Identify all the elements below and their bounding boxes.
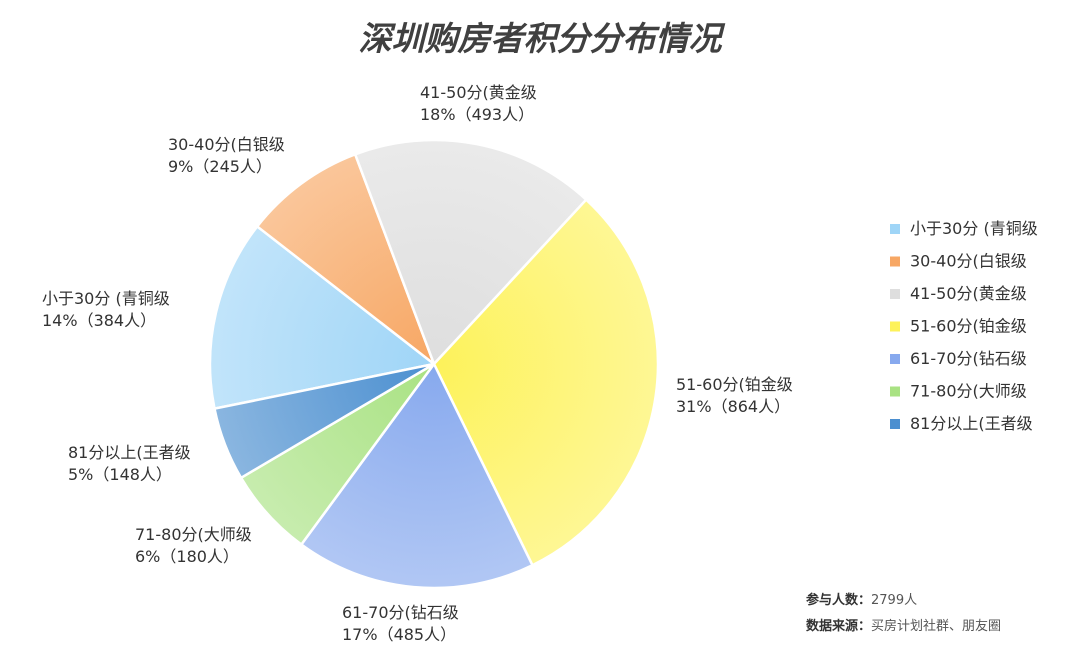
slice-label-value-3: 18%（493人）: [420, 105, 534, 124]
slice-label-name-1: 小于30分 (青铜级: [42, 289, 170, 308]
participants-value: 2799人: [871, 593, 918, 608]
legend: 小于30分 (青铜级 30-40分(白银级 41-50分(黄金级 51-60分(铂金级…: [890, 219, 1038, 433]
pie-slice-4: [432, 197, 660, 567]
participants-label: 参与人数：: [806, 593, 872, 608]
legend-swatch-1: [890, 224, 900, 234]
pie-slice-2: [255, 152, 437, 368]
footer: 参与人数：2799人 数据来源：买房计划社群、朋友圈: [806, 588, 1001, 640]
pie-slice-5: [299, 361, 535, 590]
slice-label-value-2: 9%（245人）: [168, 157, 272, 176]
participants-line: 参与人数：2799人: [806, 588, 1001, 614]
slice-label-name-4: 51-60分(铂金级: [676, 375, 793, 394]
pie-slices: [208, 138, 660, 590]
source-label: 数据来源：: [806, 619, 872, 634]
legend-entry-7: 81分以上(王者级: [910, 414, 1033, 433]
legend-entry-6: 71-80分(大师级: [910, 382, 1027, 401]
chart-title: 深圳购房者积分分布情况: [359, 19, 726, 58]
pie-slice-3: [353, 138, 588, 367]
legend-entry-2: 30-40分(白银级: [910, 252, 1027, 271]
legend-entry-3: 41-50分(黄金级: [910, 284, 1027, 303]
legend-entry-5: 61-70分(钻石级: [910, 349, 1027, 368]
legend-swatch-2: [890, 256, 900, 267]
slice-label-value-1: 14%（384人）: [42, 311, 156, 330]
slice-labels: 小于30分 (青铜级 14%（384人） 30-40分(白银级 9%（245人） 41-…: [42, 83, 793, 644]
source-value: 买房计划社群、朋友圈: [871, 619, 1002, 634]
slice-label-name-3: 41-50分(黄金级: [420, 83, 537, 102]
slice-label-name-5: 61-70分(钻石级: [342, 603, 459, 622]
slice-label-value-4: 31%（864人）: [676, 397, 790, 416]
legend-swatch-5: [890, 354, 900, 364]
source-line: 数据来源：买房计划社群、朋友圈: [806, 614, 1001, 640]
slice-label-value-6: 6%（180人）: [135, 547, 239, 566]
legend-entry-1: 小于30分 (青铜级: [910, 219, 1038, 238]
slice-label-name-2: 30-40分(白银级: [168, 135, 285, 154]
pie-slice-1: [208, 224, 437, 411]
legend-swatch-6: [890, 386, 900, 397]
legend-swatch-7: [890, 419, 900, 429]
legend-swatch-3: [890, 289, 900, 299]
slice-label-name-7: 81分以上(王者级: [68, 443, 191, 462]
slice-label-value-5: 17%（485人）: [342, 625, 456, 644]
pie-slice-7: [213, 362, 435, 480]
slice-label-value-7: 5%（148人）: [68, 465, 172, 484]
legend-swatch-4: [890, 321, 900, 332]
legend-entry-4: 51-60分(铂金级: [910, 317, 1027, 336]
slice-label-name-6: 71-80分(大师级: [135, 525, 252, 544]
